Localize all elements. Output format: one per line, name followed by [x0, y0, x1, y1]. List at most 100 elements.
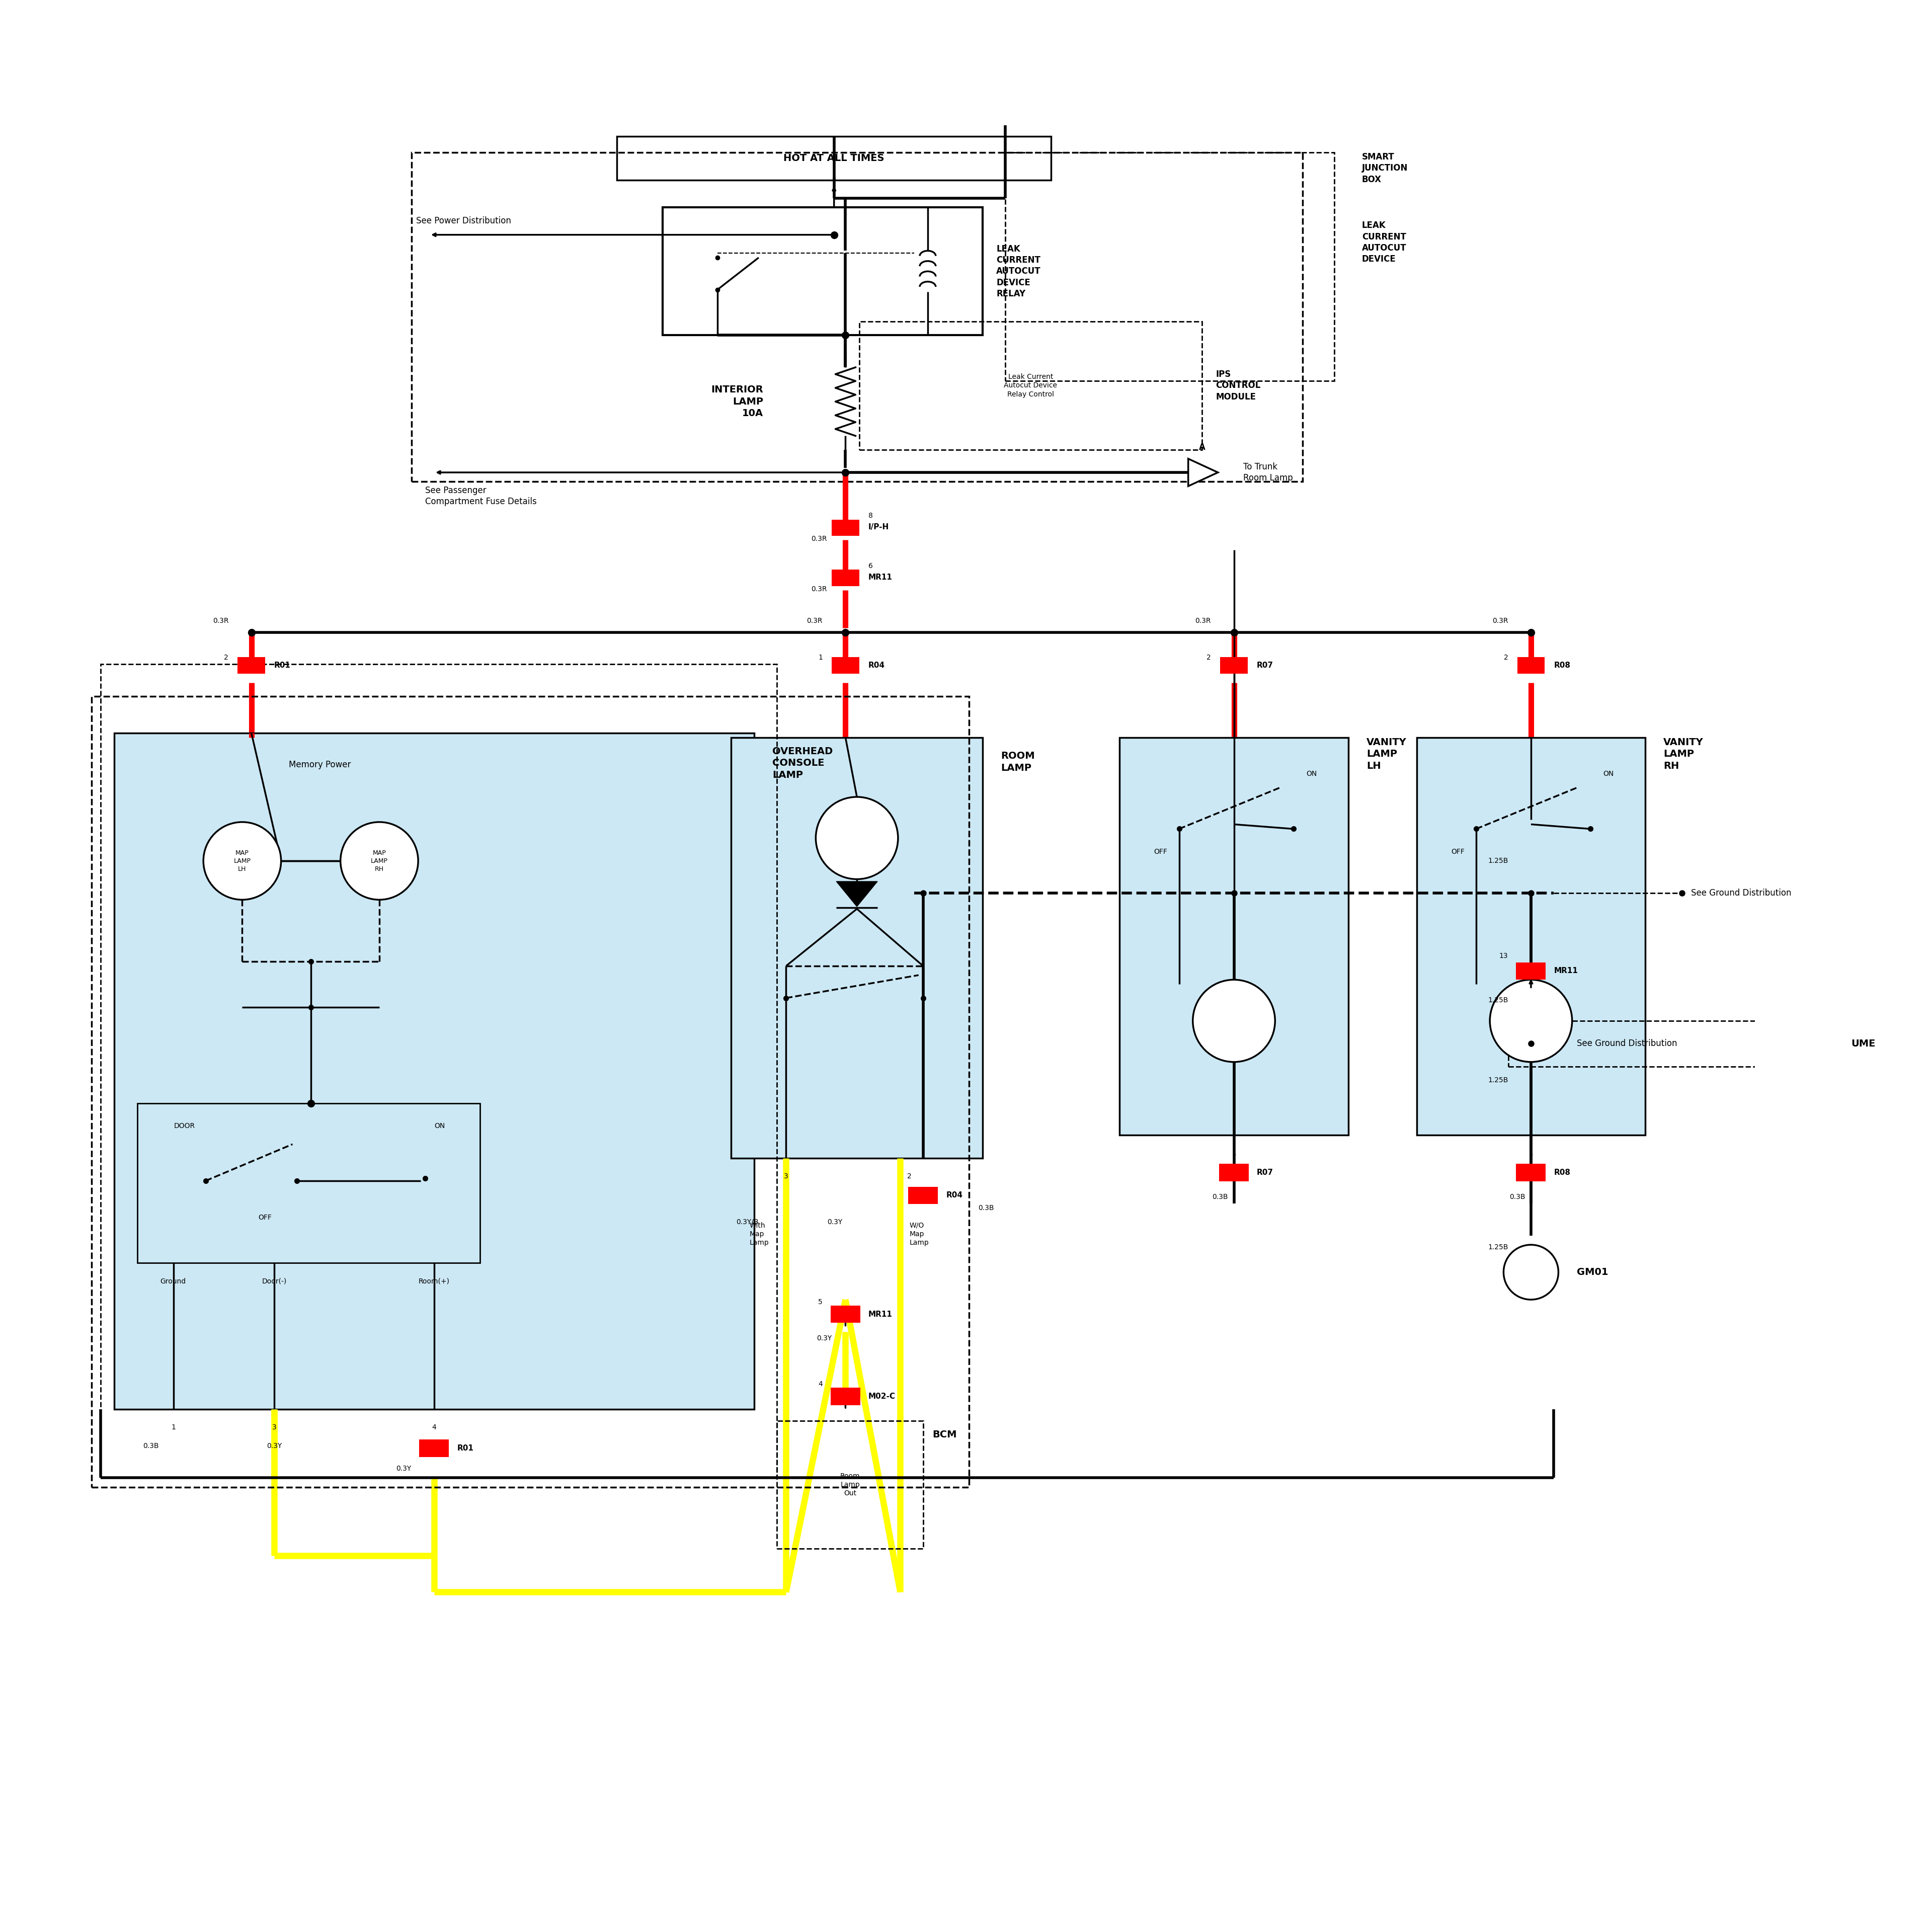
Text: 1.25B: 1.25B [1488, 1076, 1509, 1084]
Bar [1509, 1020, 1804, 1066]
Text: LEAK
CURRENT
AUTOCUT
DEVICE
RELAY: LEAK CURRENT AUTOCUT DEVICE RELAY [997, 245, 1041, 298]
Text: 0.3R: 0.3R [1196, 618, 1211, 624]
Text: OFF: OFF [259, 1213, 272, 1221]
Text: LEAK
CURRENT
AUTOCUT
DEVICE: LEAK CURRENT AUTOCUT DEVICE [1362, 220, 1406, 263]
Bar [831, 1306, 860, 1323]
Bar [1005, 153, 1335, 381]
Text: 0.3R: 0.3R [811, 535, 827, 543]
Text: R08: R08 [1553, 1169, 1571, 1177]
Text: I/P-H: I/P-H [867, 524, 889, 531]
Polygon shape [1188, 458, 1217, 487]
Bar [91, 696, 968, 1488]
Bar [908, 1186, 939, 1204]
Text: R07: R07 [1258, 661, 1273, 668]
Text: 1.25B: 1.25B [1488, 1244, 1509, 1250]
Text: Leak Current
Autocut Device
Relay Control: Leak Current Autocut Device Relay Contro… [1005, 373, 1057, 398]
Text: R08: R08 [1553, 661, 1571, 668]
Text: Room
Lamp
Out: Room Lamp Out [840, 1472, 860, 1497]
Bar [1221, 657, 1248, 674]
Circle shape [340, 821, 417, 900]
Text: 0.3Y: 0.3Y [396, 1464, 412, 1472]
Text: 1: 1 [817, 655, 823, 661]
Text: A: A [1198, 442, 1206, 452]
Text: OVERHEAD
CONSOLE
LAMP: OVERHEAD CONSOLE LAMP [773, 746, 833, 781]
Text: See Ground Distribution: See Ground Distribution [1577, 1039, 1677, 1049]
Bar [616, 137, 1051, 180]
Text: 3: 3 [784, 1173, 788, 1180]
Text: 0.3B: 0.3B [143, 1443, 158, 1449]
Text: 0.3R: 0.3R [213, 618, 228, 624]
Text: MR11: MR11 [867, 574, 893, 582]
Text: R01: R01 [458, 1445, 473, 1453]
Text: MR11: MR11 [867, 1310, 893, 1318]
Text: R01: R01 [274, 661, 290, 668]
Text: 2: 2 [224, 655, 228, 661]
Text: 6: 6 [867, 562, 873, 570]
Bar [1517, 1163, 1546, 1180]
Bar [1517, 657, 1546, 674]
Text: 1: 1 [1233, 1150, 1236, 1157]
Text: OFF: OFF [1153, 848, 1167, 856]
Text: M02-C: M02-C [867, 1393, 896, 1401]
Bar [831, 1387, 860, 1405]
Text: 2: 2 [1503, 655, 1509, 661]
Text: R04: R04 [947, 1192, 962, 1200]
Text: INTERIOR
LAMP
10A: INTERIOR LAMP 10A [711, 384, 763, 417]
Text: VANITY
LAMP
LH: VANITY LAMP LH [1366, 738, 1406, 771]
Bar [114, 732, 753, 1408]
Text: 0.3B: 0.3B [1509, 1194, 1524, 1200]
Text: 1: 1 [172, 1424, 176, 1432]
Bar [833, 657, 860, 674]
Text: With
Map
Lamp: With Map Lamp [750, 1221, 769, 1246]
Text: See Ground Distribution: See Ground Distribution [1691, 889, 1791, 896]
Text: UME: UME [1851, 1039, 1876, 1049]
Text: Door(-): Door(-) [263, 1277, 286, 1285]
Circle shape [1503, 1244, 1559, 1300]
Text: 13: 13 [1499, 952, 1509, 960]
Text: 1.25B: 1.25B [1488, 858, 1509, 864]
Text: ON: ON [1306, 771, 1318, 777]
Text: To Trunk
Room Lamp: To Trunk Room Lamp [1242, 462, 1293, 483]
Text: 0.3Y: 0.3Y [817, 1335, 833, 1343]
Text: 4: 4 [433, 1424, 437, 1432]
Text: W/O
Map
Lamp: W/O Map Lamp [910, 1221, 929, 1246]
Text: See Passenger
Compartment Fuse Details: See Passenger Compartment Fuse Details [425, 487, 537, 506]
Bar [833, 520, 860, 535]
Bar [100, 665, 777, 1478]
Bar [730, 738, 983, 1157]
Text: Memory Power: Memory Power [290, 761, 352, 769]
Text: MAP
LAMP
LH: MAP LAMP LH [234, 850, 251, 871]
Text: GM01: GM01 [1577, 1267, 1607, 1277]
Text: VANITY
LAMP
RH: VANITY LAMP RH [1663, 738, 1704, 771]
Bar [1416, 738, 1646, 1136]
Text: SMART
JUNCTION
BOX: SMART JUNCTION BOX [1362, 153, 1408, 184]
Text: R04: R04 [867, 661, 885, 668]
Text: 4: 4 [819, 1381, 823, 1387]
Text: ON: ON [435, 1122, 444, 1130]
Bar [860, 321, 1202, 450]
Text: HOT AT ALL TIMES: HOT AT ALL TIMES [784, 153, 885, 162]
Text: 8: 8 [867, 512, 873, 520]
Bar [412, 153, 1302, 481]
Bar [777, 1420, 923, 1549]
Text: ROOM
LAMP: ROOM LAMP [1001, 752, 1036, 773]
Bar [663, 207, 983, 336]
Text: 5: 5 [819, 1298, 823, 1306]
Text: BCM: BCM [933, 1430, 956, 1439]
Text: 0.3Y/B: 0.3Y/B [736, 1219, 759, 1225]
Text: 3: 3 [272, 1424, 276, 1432]
Text: OFF: OFF [1451, 848, 1464, 856]
Circle shape [203, 821, 280, 900]
Text: 0.3B: 0.3B [978, 1206, 993, 1211]
Circle shape [815, 796, 898, 879]
Text: 0.3B: 0.3B [1211, 1194, 1229, 1200]
Text: 1: 1 [1528, 1150, 1534, 1157]
Text: 0.3Y: 0.3Y [267, 1443, 282, 1449]
Circle shape [1192, 980, 1275, 1063]
Bar [833, 570, 860, 585]
Bar [1517, 962, 1546, 980]
Text: 0.3Y: 0.3Y [827, 1219, 842, 1225]
Text: 0.3R: 0.3R [811, 585, 827, 593]
Bar [1121, 738, 1349, 1136]
Text: ON: ON [1604, 771, 1613, 777]
